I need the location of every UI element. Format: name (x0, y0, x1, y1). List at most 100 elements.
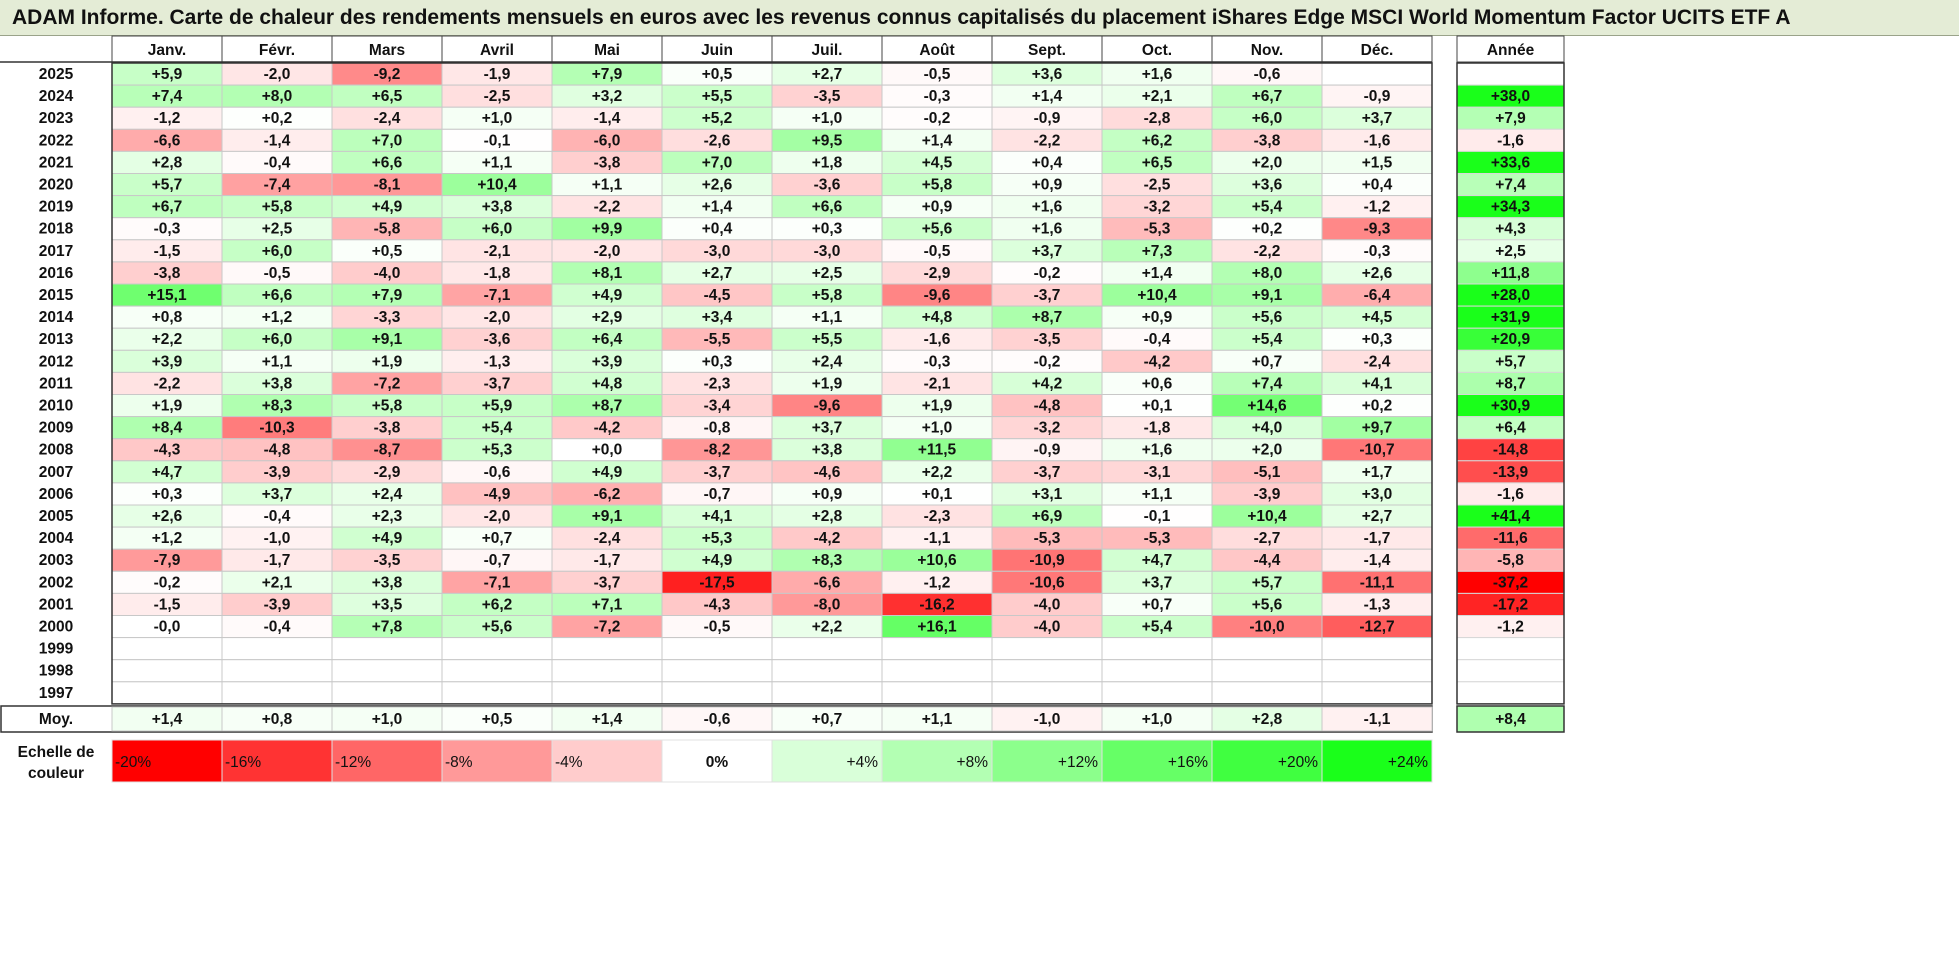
cell-value: +5,9 (482, 398, 513, 415)
scale-swatch-label: -16% (225, 754, 261, 771)
heatmap-cell (771, 659, 883, 683)
cell-value: -0,5 (924, 66, 951, 83)
cell-value: +6,5 (372, 88, 403, 105)
cell-value: -2,0 (594, 243, 621, 260)
column-header: Juil. (811, 42, 842, 59)
cell-value: +4,5 (922, 154, 953, 171)
cell-value: -3,7 (1034, 287, 1061, 304)
scale-swatch-label: +4% (847, 754, 879, 771)
column-header-cell (991, 35, 1103, 63)
cell-value: +3,2 (592, 88, 623, 105)
heatmap-cell (441, 659, 553, 683)
cell-value: +6,6 (812, 199, 843, 216)
annual-value: +6,4 (1495, 420, 1526, 437)
cell-value: -4,5 (704, 287, 731, 304)
cell-value: -0,4 (264, 154, 291, 171)
cell-value: -0,5 (704, 619, 731, 636)
cell-value: +3,7 (1362, 110, 1393, 127)
cell-value: -3,8 (594, 154, 621, 171)
cell-value: -0,6 (484, 464, 511, 481)
year-column-header-cell (1456, 35, 1565, 63)
cell-value: -7,1 (484, 574, 511, 591)
cell-value: +9,1 (1252, 287, 1283, 304)
heatmap-cell (661, 637, 773, 661)
cell-value: +1,1 (592, 177, 623, 194)
annual-value: -1,6 (1497, 132, 1524, 149)
cell-value: +6,4 (592, 331, 623, 348)
cell-value: -4,0 (374, 265, 401, 282)
cell-value: -0,3 (924, 88, 951, 105)
cell-value: -1,3 (1364, 596, 1391, 613)
cell-value: +2,5 (262, 221, 293, 238)
cell-value: +5,6 (1252, 309, 1283, 326)
annual-cell (1456, 637, 1565, 661)
cell-value: +6,0 (1252, 110, 1283, 127)
cell-value: -5,3 (1144, 221, 1171, 238)
heatmap-cell (221, 659, 333, 683)
cell-value: -2,2 (1034, 132, 1061, 149)
cell-value: +3,7 (812, 420, 843, 437)
row-year-label: 2024 (39, 88, 74, 105)
cell-value: +0,7 (482, 530, 513, 547)
cell-value: +10,4 (477, 177, 517, 194)
cell-value: -7,4 (264, 177, 291, 194)
scale-swatch-label: 0% (706, 754, 729, 771)
cell-value: +3,7 (1032, 243, 1063, 260)
cell-value: -3,5 (1034, 331, 1061, 348)
cell-value: +0,6 (1142, 375, 1173, 392)
cell-value: -1,4 (594, 110, 621, 127)
heatmap-cell (111, 681, 223, 705)
cell-value: -4,6 (814, 464, 841, 481)
cell-value: +8,3 (262, 398, 293, 415)
cell-value: -0,5 (924, 243, 951, 260)
year-column-header: Année (1487, 42, 1535, 59)
cell-value: -16,2 (919, 596, 954, 613)
average-cell (661, 706, 773, 732)
cell-value: -2,0 (264, 66, 291, 83)
cell-value: +0,5 (372, 243, 403, 260)
cell-value: -3,1 (1144, 464, 1171, 481)
cell-value: +2,6 (1362, 265, 1393, 282)
cell-value: +9,5 (812, 132, 843, 149)
cell-value: +0,9 (1032, 177, 1063, 194)
cell-value: -2,2 (1254, 243, 1281, 260)
cell-value: +3,6 (1252, 177, 1283, 194)
row-year-label: 2000 (39, 619, 73, 636)
cell-value: +4,0 (1252, 420, 1283, 437)
cell-value: -4,3 (154, 442, 181, 459)
scale-swatch-label: +24% (1388, 754, 1428, 771)
cell-value: +5,6 (922, 221, 953, 238)
cell-value: -3,0 (704, 243, 731, 260)
row-year-label: 2007 (39, 464, 73, 481)
annual-value: +28,0 (1491, 287, 1530, 304)
cell-value: +6,5 (1142, 154, 1173, 171)
cell-value: -2,1 (924, 375, 951, 392)
cell-value: -0,4 (264, 508, 291, 525)
cell-value: +5,4 (482, 420, 513, 437)
annual-value: -17,2 (1493, 596, 1528, 613)
cell-value: +0,7 (1142, 596, 1173, 613)
cell-value: -2,4 (374, 110, 401, 127)
heatmap-cell (771, 637, 883, 661)
cell-value: +10,4 (1137, 287, 1177, 304)
cell-value: -1,6 (924, 331, 951, 348)
cell-value: +3,7 (1142, 574, 1173, 591)
average-value: +1,4 (152, 711, 183, 728)
cell-value: +6,6 (372, 154, 403, 171)
heatmap-cell (771, 681, 883, 705)
heatmap-cell (661, 681, 773, 705)
cell-value: +0,3 (812, 221, 843, 238)
row-year-label: 1999 (39, 641, 74, 658)
cell-value: -9,2 (374, 66, 401, 83)
row-year-label: 2019 (39, 199, 74, 216)
cell-value: +15,1 (147, 287, 187, 304)
cell-value: -0,4 (264, 619, 291, 636)
cell-value: -1,2 (924, 574, 951, 591)
cell-value: -1,5 (154, 243, 181, 260)
annual-value: -14,8 (1493, 442, 1529, 459)
cell-value: +4,9 (372, 530, 403, 547)
cell-value: +5,8 (262, 199, 293, 216)
cell-value: -4,4 (1254, 552, 1281, 569)
scale-label-line2: couleur (28, 765, 84, 782)
cell-value: +5,3 (702, 530, 733, 547)
